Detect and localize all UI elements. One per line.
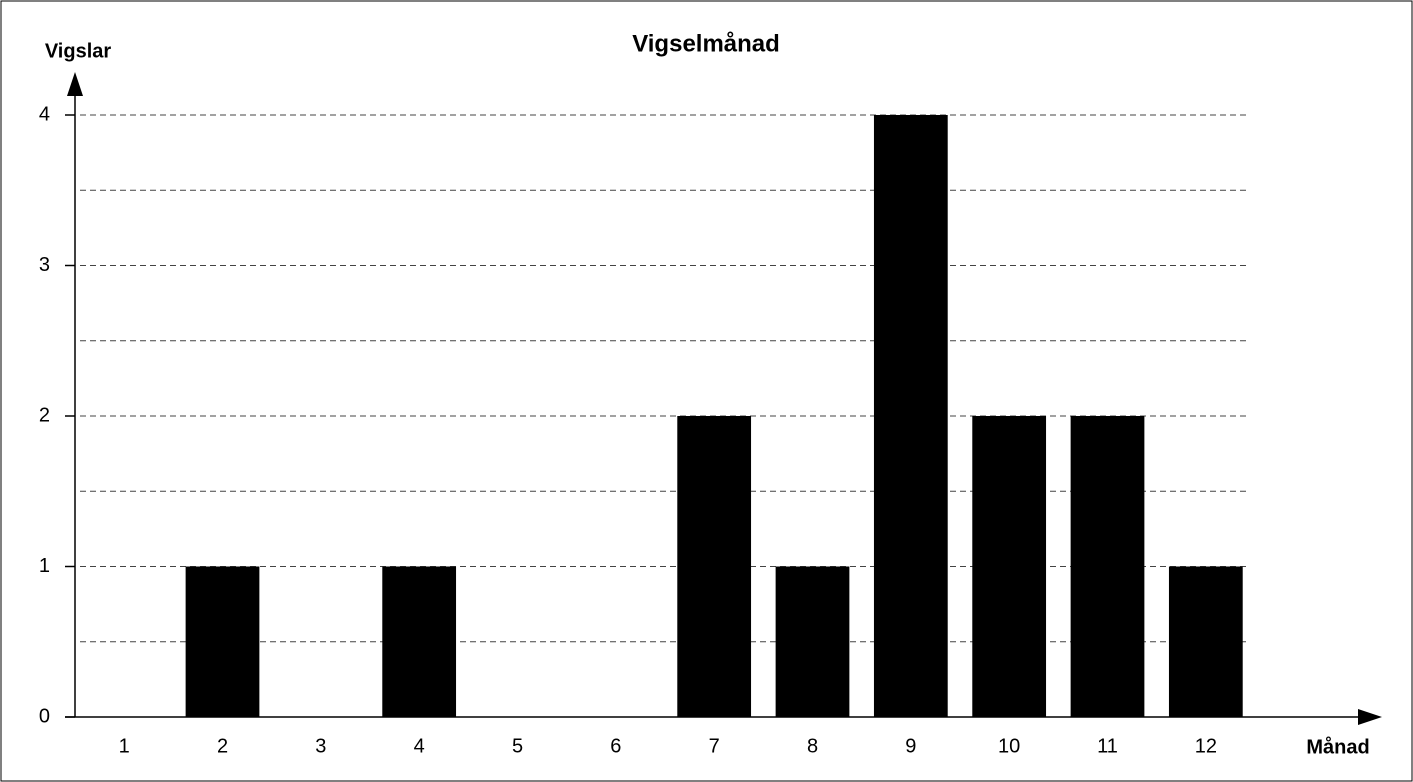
bar bbox=[1070, 416, 1145, 717]
y-axis-label: Vigslar bbox=[45, 40, 112, 62]
y-tick-label: 4 bbox=[39, 103, 50, 125]
x-tick-label: 3 bbox=[315, 735, 326, 757]
bar bbox=[775, 566, 850, 717]
chart-title: Vigselmånad bbox=[632, 30, 780, 57]
x-tick-label: 6 bbox=[610, 735, 621, 757]
y-tick-label: 0 bbox=[39, 705, 50, 727]
y-tick-label: 2 bbox=[39, 404, 50, 426]
bar bbox=[972, 416, 1047, 717]
x-axis-label: Månad bbox=[1306, 735, 1369, 758]
bar bbox=[873, 115, 948, 717]
grid bbox=[80, 114, 1250, 643]
bar bbox=[677, 416, 752, 717]
x-tick-label: 5 bbox=[512, 735, 523, 757]
bars bbox=[185, 115, 1243, 717]
y-tick-label: 1 bbox=[39, 555, 50, 577]
x-tick-label: 11 bbox=[1097, 735, 1118, 757]
x-tick-label: 12 bbox=[1195, 735, 1217, 757]
axes bbox=[65, 72, 1382, 725]
y-arrow bbox=[67, 72, 83, 96]
bar bbox=[1168, 566, 1243, 717]
bar bbox=[382, 566, 457, 717]
x-tick-label: 1 bbox=[119, 735, 130, 757]
x-tick-label: 8 bbox=[807, 735, 818, 757]
x-tick-label: 10 bbox=[998, 735, 1020, 757]
x-tick-label: 9 bbox=[905, 735, 916, 757]
x-tick-label: 4 bbox=[414, 735, 425, 757]
x-tick-label: 2 bbox=[217, 735, 228, 757]
bar bbox=[185, 566, 260, 717]
x-tick-label: 7 bbox=[709, 735, 720, 757]
y-tick-label: 3 bbox=[39, 254, 50, 276]
x-arrow bbox=[1358, 709, 1382, 725]
